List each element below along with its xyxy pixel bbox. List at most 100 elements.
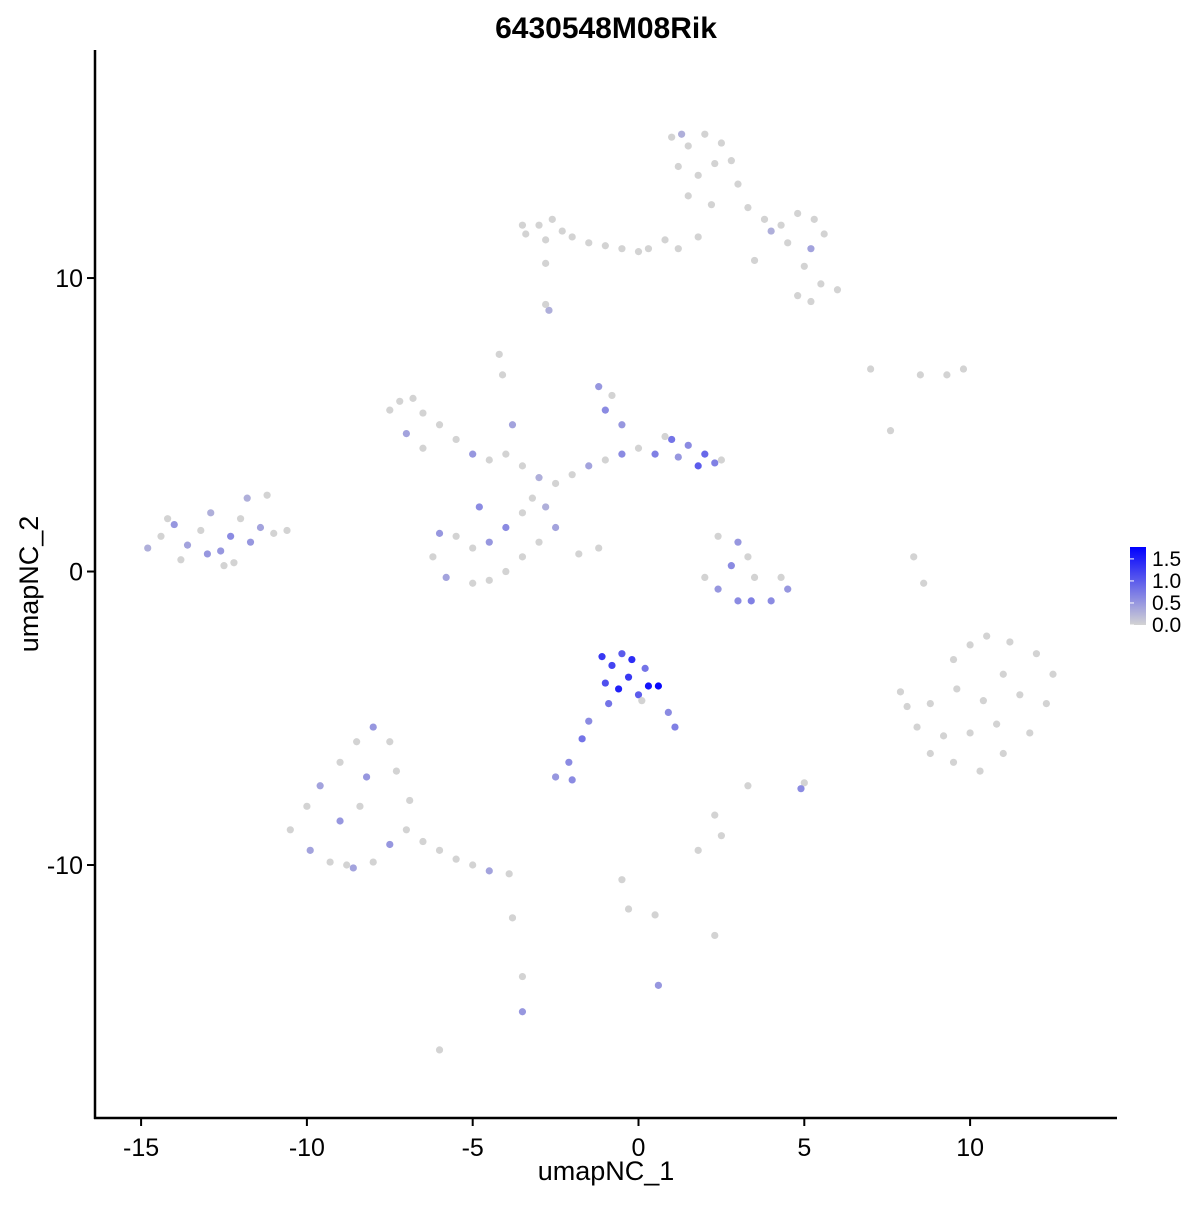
cell-point [197, 526, 205, 535]
cell-point [326, 858, 334, 866]
cell-point [316, 782, 324, 790]
cell-point [542, 236, 550, 244]
chart-title: 6430548M08Rik [495, 12, 717, 45]
cell-point [270, 529, 278, 537]
cell-point [256, 523, 265, 532]
cell-point [624, 905, 633, 913]
cell-point [747, 597, 755, 605]
cell-point [598, 653, 606, 661]
cell-point [217, 547, 225, 555]
cell-point [595, 383, 603, 391]
cell-point [545, 306, 553, 314]
cell-point [767, 227, 775, 235]
y-tick-label: -10 [47, 852, 83, 880]
cell-point [469, 861, 477, 869]
cell-point [551, 523, 560, 532]
cell-point [419, 444, 427, 452]
cell-point [641, 664, 649, 672]
cell-point [349, 864, 357, 872]
cell-point [833, 286, 842, 294]
cell-point [701, 573, 709, 581]
cell-point [306, 846, 314, 854]
cell-point [568, 233, 576, 241]
cell-point [727, 562, 735, 570]
cell-point [336, 817, 344, 825]
x-tick-label: -10 [289, 1134, 325, 1162]
cell-point [502, 567, 510, 576]
cell-point [966, 729, 974, 737]
cell-point [386, 840, 394, 849]
cell-point [767, 597, 775, 605]
cell-point [435, 529, 444, 537]
cell-point [993, 720, 1001, 728]
cell-point [867, 365, 875, 373]
cell-point [601, 406, 609, 414]
x-tick-label: 5 [797, 1134, 811, 1162]
cell-point [522, 230, 530, 238]
cell-point [585, 239, 593, 247]
cell-point [664, 708, 672, 717]
cell-point [694, 846, 702, 854]
cell-point [183, 541, 192, 549]
cell-point [711, 459, 719, 467]
cell-point [644, 245, 653, 253]
cell-point [442, 573, 450, 581]
cell-point [694, 462, 702, 470]
cell-point [678, 130, 686, 138]
cell-point [910, 553, 918, 561]
cell-point [694, 171, 702, 179]
cell-point [601, 679, 609, 687]
cell-point [628, 655, 636, 664]
cell-point [402, 826, 410, 834]
cell-point [585, 462, 593, 470]
cell-point [943, 371, 951, 379]
cell-point [595, 544, 603, 552]
cell-point [734, 597, 742, 605]
cell-point [542, 503, 550, 511]
cell-point [939, 732, 948, 740]
cell-point [903, 702, 911, 711]
cell-point [777, 573, 785, 581]
cell-point [452, 532, 460, 540]
cell-point [634, 691, 643, 699]
cell-point [485, 456, 493, 464]
cell-point [684, 192, 692, 200]
cell-point [717, 456, 725, 464]
cell-point [203, 550, 212, 558]
cell-point [502, 450, 510, 458]
cell-point [498, 371, 507, 379]
colorbar-tick-label: 1.0 [1152, 570, 1181, 593]
cell-point [668, 133, 676, 141]
cell-point [949, 758, 958, 766]
cell-point [794, 292, 802, 300]
cell-point [1026, 729, 1034, 737]
cell-point [505, 870, 513, 878]
cell-point [551, 773, 560, 781]
cell-point [926, 749, 934, 758]
cell-point [634, 248, 643, 256]
cell-point [701, 130, 709, 138]
cell-point [207, 509, 215, 517]
cell-point [674, 162, 682, 171]
cell-point [353, 738, 361, 746]
cell-point [976, 767, 984, 775]
cell-point [220, 562, 228, 570]
x-axis-label: umapNC_1 [538, 1156, 675, 1186]
cell-point [820, 230, 828, 238]
cell-point [671, 723, 679, 731]
cell-point [966, 641, 974, 649]
cell-point [734, 538, 742, 546]
cell-point [784, 239, 792, 247]
cell-point [654, 682, 662, 690]
cell-point [429, 553, 437, 561]
cell-point [535, 221, 543, 229]
cell-point [717, 832, 725, 840]
cell-point [807, 245, 815, 253]
cell-point [362, 773, 371, 781]
cell-point [542, 259, 550, 267]
cell-point [469, 579, 477, 587]
cell-point [535, 538, 543, 546]
cell-point [634, 444, 643, 452]
cell-point [734, 180, 742, 188]
cell-point [542, 300, 550, 309]
